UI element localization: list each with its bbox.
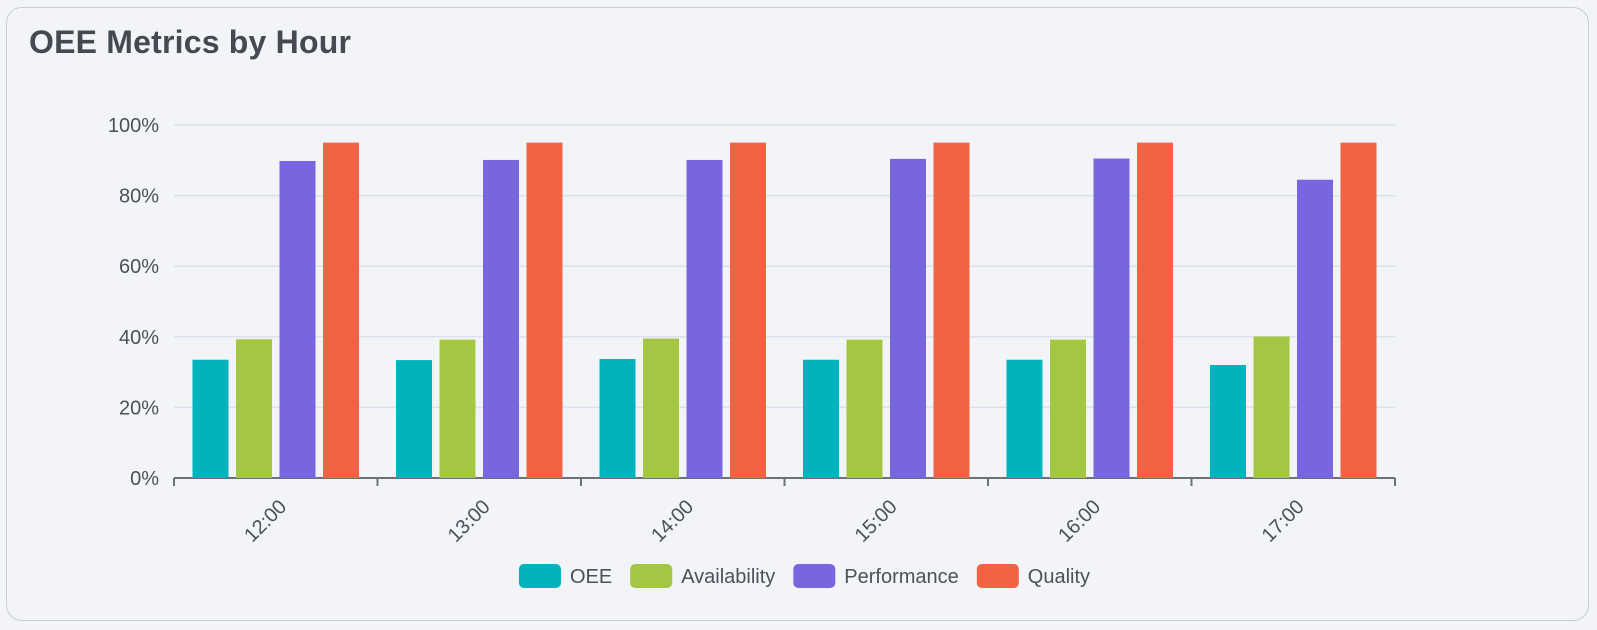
- y-tick-label: 60%: [119, 256, 159, 278]
- bar-oee-1300[interactable]: [396, 360, 432, 478]
- bar-performance-1700[interactable]: [1297, 179, 1333, 478]
- y-tick-label: 20%: [119, 397, 159, 419]
- x-tick-label: 17:00: [1258, 496, 1309, 547]
- chart-title: OEE Metrics by Hour: [29, 24, 352, 60]
- y-tick-label: 0%: [130, 468, 159, 490]
- x-tick-label: 16:00: [1054, 496, 1105, 547]
- bar-availability-1700[interactable]: [1253, 336, 1290, 478]
- bar-oee-1400[interactable]: [599, 359, 636, 478]
- bar-quality-1600[interactable]: [1137, 142, 1173, 478]
- legend-swatch-oee[interactable]: [518, 564, 561, 588]
- bar-availability-1600[interactable]: [1050, 339, 1086, 478]
- bar-quality-1300[interactable]: [526, 142, 563, 478]
- y-tick-label: 100%: [108, 115, 159, 137]
- bar-availability-1400[interactable]: [643, 338, 679, 478]
- legend-swatch-availability[interactable]: [630, 564, 673, 588]
- legend-swatch-quality[interactable]: [976, 564, 1019, 588]
- bar-availability-1200[interactable]: [236, 339, 272, 478]
- y-tick-label: 40%: [119, 327, 159, 349]
- bar-performance-1400[interactable]: [686, 159, 723, 478]
- bar-quality-1500[interactable]: [933, 142, 970, 478]
- legend-label-oee[interactable]: OEE: [570, 566, 612, 588]
- legend-label-quality[interactable]: Quality: [1028, 566, 1090, 588]
- bar-oee-1500[interactable]: [803, 359, 839, 478]
- y-tick-label: 80%: [119, 186, 159, 208]
- legend-label-availability[interactable]: Availability: [681, 566, 775, 588]
- bar-oee-1700[interactable]: [1210, 365, 1246, 478]
- x-tick-label: 15:00: [851, 496, 902, 547]
- bar-performance-1500[interactable]: [890, 158, 926, 478]
- bar-quality-1400[interactable]: [730, 142, 766, 478]
- bar-oee-1600[interactable]: [1006, 359, 1043, 478]
- x-tick-label: 12:00: [240, 496, 291, 547]
- bar-performance-1600[interactable]: [1093, 158, 1130, 478]
- bar-quality-1700[interactable]: [1340, 142, 1377, 478]
- bar-quality-1200[interactable]: [323, 142, 359, 478]
- x-tick-label: 14:00: [647, 496, 698, 547]
- bar-performance-1200[interactable]: [279, 161, 316, 479]
- x-tick-label: 13:00: [444, 496, 495, 547]
- legend-swatch-performance[interactable]: [793, 564, 836, 588]
- bar-availability-1500[interactable]: [846, 339, 883, 478]
- bar-oee-1200[interactable]: [192, 359, 229, 478]
- bar-performance-1300[interactable]: [483, 159, 519, 478]
- bar-availability-1300[interactable]: [439, 339, 476, 478]
- legend-label-performance[interactable]: Performance: [844, 566, 959, 588]
